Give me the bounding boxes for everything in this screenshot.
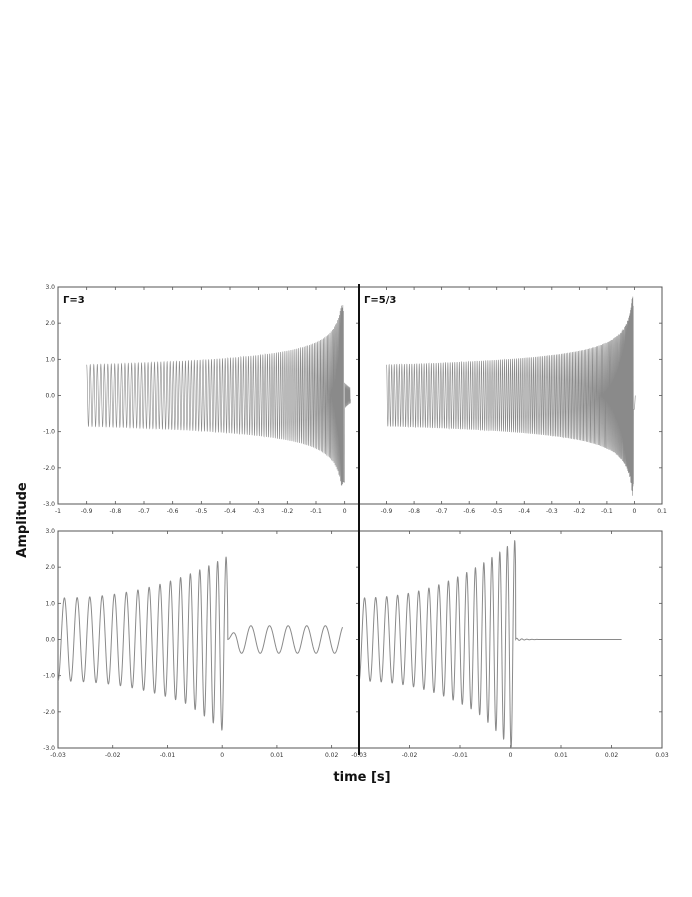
- y-tick-label: 3.0: [45, 528, 55, 535]
- x-tick-label: 0.03: [655, 752, 669, 759]
- y-tick-label: 1.0: [45, 600, 55, 607]
- x-tick-label: -0.01: [160, 752, 176, 759]
- y-tick-label: -1.0: [43, 429, 55, 436]
- x-tick-label: -0.9: [381, 508, 393, 515]
- x-tick-label: -0.5: [195, 508, 207, 515]
- x-tick-label: 0.1: [657, 508, 667, 515]
- x-tick-label: -0.03: [50, 752, 66, 759]
- x-tick-label: -0.4: [518, 508, 530, 515]
- x-tick-label: -0.3: [253, 508, 265, 515]
- plot-frame: [57, 530, 360, 749]
- x-tick-label: 0.02: [325, 752, 339, 759]
- x-tick-label: -0.02: [105, 752, 121, 759]
- x-tick-label: -0.2: [281, 508, 293, 515]
- x-tick-label: -0.4: [224, 508, 236, 515]
- y-tick-label: -2.0: [43, 465, 55, 472]
- panel-label: Γ=5/3: [364, 295, 396, 306]
- x-tick-label: -0.1: [310, 508, 322, 515]
- x-tick-label: -0.1: [601, 508, 613, 515]
- x-tick-label: -0.01: [452, 752, 468, 759]
- y-tick-label: -1.0: [43, 673, 55, 680]
- y-tick-label: 0.0: [45, 393, 55, 400]
- waveform-line: [386, 296, 636, 496]
- x-tick-label: -0.02: [402, 752, 418, 759]
- y-tick-label: 2.0: [45, 564, 55, 571]
- x-tick-label: 0.01: [270, 752, 284, 759]
- x-tick-label: -0.7: [138, 508, 150, 515]
- y-tick-label: -3.0: [43, 501, 55, 508]
- y-tick-label: -3.0: [43, 745, 55, 752]
- waveform-line: [86, 305, 351, 486]
- x-tick-label: -1: [55, 508, 61, 515]
- y-tick-label: 0.0: [45, 637, 55, 644]
- panel-label: Γ=3: [63, 295, 85, 306]
- x-tick-label: -0.9: [81, 508, 93, 515]
- y-tick-label: 2.0: [45, 320, 55, 327]
- x-axis-title: time [s]: [333, 770, 390, 785]
- panel-gamma-5-3-long: -0.9 -0.8 -0.7 -0.6 -0.5 -0.4 -0.3 -0.2 -0.1 0 0.1…: [358, 286, 667, 515]
- x-tick-label: -0.8: [408, 508, 420, 515]
- waveform-line: [58, 556, 344, 731]
- x-tick-label: 0: [509, 752, 513, 759]
- x-tick-label: -0.8: [109, 508, 121, 515]
- x-tick-label: 0.02: [605, 752, 619, 759]
- panel-gamma-3-long: -1 -0.9 -0.8 -0.7 -0.6 -0.5 -0.4 -0.3 -0.2 -0.1 0 3…: [43, 284, 360, 515]
- x-tick-label: 0: [220, 752, 224, 759]
- x-tick-label: 0.01: [554, 752, 568, 759]
- x-tick-label: -0.6: [463, 508, 475, 515]
- x-tick-label: 0: [343, 508, 347, 515]
- x-tick-label: -0.5: [491, 508, 503, 515]
- y-tick-label: -2.0: [43, 709, 55, 716]
- x-tick-label: -0.03: [351, 752, 367, 759]
- y-tick-label: 3.0: [45, 284, 55, 291]
- x-tick-label: -0.7: [436, 508, 448, 515]
- x-tick-label: -0.2: [574, 508, 586, 515]
- x-tick-label: -0.3: [546, 508, 558, 515]
- panel-gamma-5-3-zoom: -0.03 -0.02 -0.01 0 0.01 0.02 0.03: [351, 530, 669, 759]
- y-tick-label: 1.0: [45, 356, 55, 363]
- x-tick-label: 0: [633, 508, 637, 515]
- waveform-line: [359, 539, 622, 748]
- y-axis-title: Amplitude: [15, 482, 30, 558]
- panel-gamma-3-zoom: -0.03 -0.02 -0.01 0 0.01 0.02 3.0 2.0 1.0 0.0 -1.0…: [43, 528, 360, 759]
- x-tick-label: -0.6: [167, 508, 179, 515]
